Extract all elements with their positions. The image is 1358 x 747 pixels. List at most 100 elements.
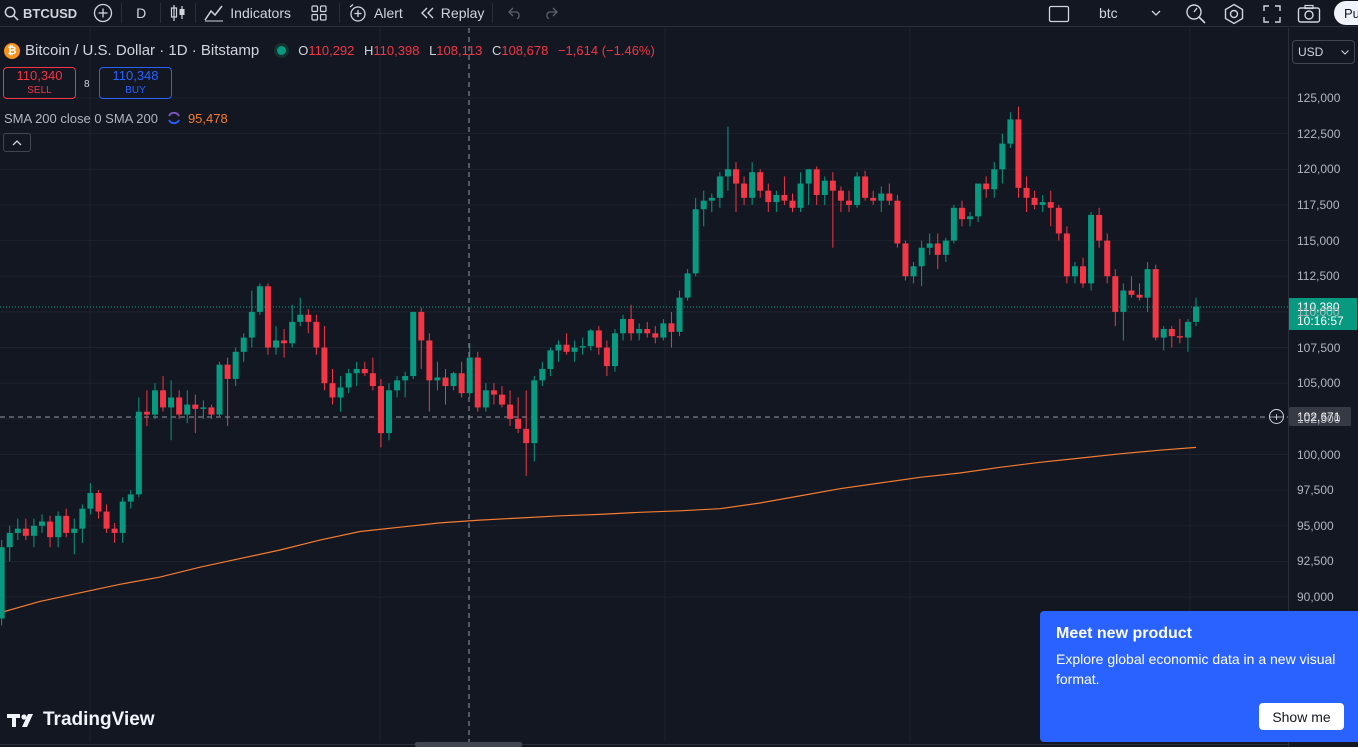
candle-body [515, 418, 522, 429]
candle [377, 378, 384, 448]
candle [71, 518, 78, 555]
show-me-button[interactable]: Show me [1259, 703, 1344, 730]
candle-body [1136, 294, 1143, 298]
settings-button[interactable] [1223, 0, 1245, 27]
candle-body [684, 273, 691, 298]
indicators-button[interactable]: Indicators [196, 0, 299, 27]
candle [22, 518, 29, 541]
candle [281, 329, 288, 358]
buy-button[interactable]: 110,348 BUY [99, 67, 172, 99]
candle-body [55, 515, 62, 538]
alert-button[interactable]: Alert [340, 0, 411, 27]
candle-body [595, 330, 602, 348]
candle [636, 323, 643, 341]
publish-button[interactable]: Pu [1334, 1, 1358, 25]
candle-body [95, 493, 102, 512]
candle-body [967, 216, 974, 220]
tradingview-logo[interactable]: TradingView [7, 709, 155, 731]
quick-search-input[interactable]: btc [1085, 2, 1165, 24]
candle-body [127, 494, 134, 502]
candle-body [458, 373, 465, 394]
candle [95, 490, 102, 519]
candle-body [329, 383, 336, 398]
candle-body [232, 351, 239, 379]
candle [749, 162, 756, 205]
candle-body [168, 397, 175, 408]
candle [1144, 261, 1151, 312]
layouts-button[interactable] [299, 0, 339, 27]
redo-button[interactable] [537, 0, 565, 27]
candle [1088, 212, 1095, 291]
snapshot-button[interactable] [1297, 0, 1321, 27]
candle-body [1007, 119, 1014, 144]
low-value: 108,113 [436, 43, 483, 58]
replay-button[interactable]: Replay [411, 0, 493, 27]
fullscreen-button[interactable] [1263, 0, 1281, 27]
candle-body [87, 493, 94, 509]
add-alert-plus-icon[interactable]: + [1269, 409, 1284, 424]
sma-200-line [0, 446, 1197, 614]
candle-body [918, 247, 925, 267]
candle-body [1168, 329, 1175, 337]
chart-type-button[interactable] [161, 0, 195, 27]
candle-body [668, 323, 675, 332]
sma-legend[interactable]: SMA 200 close 0 SMA 200 95,478 [4, 110, 228, 126]
candle [1128, 276, 1135, 298]
price-tick-label: 115,000 [1297, 233, 1340, 248]
fullscreen-layout-button[interactable] [1048, 0, 1070, 27]
loading-spinner-icon [168, 111, 180, 125]
symbol-legend[interactable]: ₿ Bitcoin / U.S. Dollar · 1D · Bitstamp … [4, 42, 655, 59]
candle [1096, 207, 1103, 248]
candle [240, 333, 247, 362]
candle-body [523, 428, 530, 444]
chevron-down-icon [1151, 10, 1161, 16]
candle-body [1096, 214, 1103, 241]
candle [1176, 319, 1183, 344]
candle [539, 361, 546, 387]
symbol-search-button[interactable]: BTCUSD [0, 0, 85, 27]
candle-body [248, 311, 255, 338]
candle-body [829, 180, 836, 191]
top-toolbar: BTCUSD D Indicators Alert Replay [0, 0, 1358, 27]
candle-body [402, 376, 409, 381]
candle-body [926, 243, 933, 248]
add-circle-icon [94, 3, 113, 23]
candle-body [628, 319, 635, 334]
price-tick-label: 92,500 [1297, 554, 1334, 569]
candle-body [305, 314, 312, 322]
price-tick-label: 110,000 [1297, 304, 1340, 319]
undo-button[interactable] [493, 0, 537, 27]
candle-body [386, 390, 392, 434]
compare-symbol-button[interactable] [85, 0, 121, 27]
candle-body [539, 368, 546, 381]
candle-body [781, 194, 788, 201]
candle-body [950, 207, 957, 241]
camera-icon [1297, 4, 1321, 23]
sell-button[interactable]: 110,340 SELL [3, 67, 76, 99]
candle [563, 333, 570, 355]
quick-search-button[interactable] [1185, 0, 1207, 27]
candle [38, 514, 45, 533]
currency-select[interactable]: USD [1292, 40, 1355, 64]
candle [418, 307, 425, 369]
candle [1071, 261, 1078, 284]
price-scale[interactable] [1288, 28, 1358, 747]
sma-value: 95,478 [187, 110, 228, 126]
chevron-down-icon [1341, 49, 1349, 55]
interval-button[interactable]: D [122, 0, 160, 27]
candle [160, 376, 167, 412]
candle-body [281, 340, 288, 344]
candle-body [410, 311, 417, 377]
time-scroll-handle[interactable] [415, 742, 522, 747]
price-tick-label: 120,000 [1297, 162, 1341, 177]
candle-body [1176, 336, 1183, 338]
candle-body [1160, 329, 1167, 338]
candle [975, 183, 982, 223]
candle [369, 357, 376, 391]
candle-body [442, 377, 449, 387]
candle [458, 361, 465, 398]
collapse-legend-button[interactable] [3, 133, 31, 152]
candle-body [741, 183, 748, 198]
candle [1055, 204, 1062, 241]
candles [0, 106, 1199, 626]
